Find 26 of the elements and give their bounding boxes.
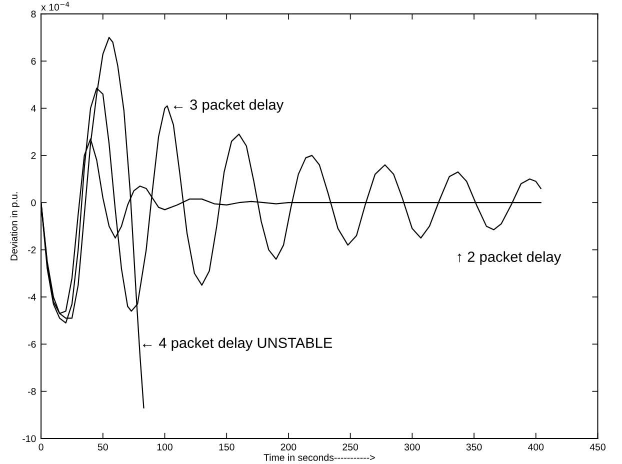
text: x 10$^{−4}$ [41, 2, 70, 11]
y-tick-label: -4 [28, 294, 36, 300]
annotation: ← 4 packet delay UNSTABLE [142, 337, 332, 351]
x-tick-label: 250 [342, 444, 358, 450]
x-tick-label: 0 [38, 444, 44, 450]
x-tick-label: 450 [590, 444, 606, 450]
x-tick-label: 200 [280, 444, 296, 450]
x-tick-label: 350 [466, 444, 482, 450]
annotation: ← 3 packet delay [174, 99, 284, 113]
annotation: ↑ 2 packet delay [458, 251, 562, 265]
x-tick-label: 150 [219, 444, 234, 450]
y-tick-label: 8 [31, 10, 36, 18]
y-tick-label: -10 [22, 435, 36, 442]
y-tick-label: -6 [28, 340, 36, 348]
y-tick-label: -8 [28, 388, 36, 395]
x-axis-title: Time in seconds-----------> [264, 454, 375, 461]
x-tick-label: 300 [404, 444, 420, 450]
y-tick-label: 2 [31, 152, 36, 159]
y-tick-label: 4 [31, 105, 36, 112]
y-tick-label: 6 [31, 58, 36, 65]
y-axis-title: Deviation in p.u. [10, 192, 20, 260]
y-tick-label: 0 [31, 199, 36, 206]
y-tick-label: -2 [28, 246, 36, 254]
x-tick-label: 50 [98, 444, 108, 450]
x-tick-label: 400 [528, 444, 544, 450]
x-tick-label: 100 [157, 444, 172, 450]
